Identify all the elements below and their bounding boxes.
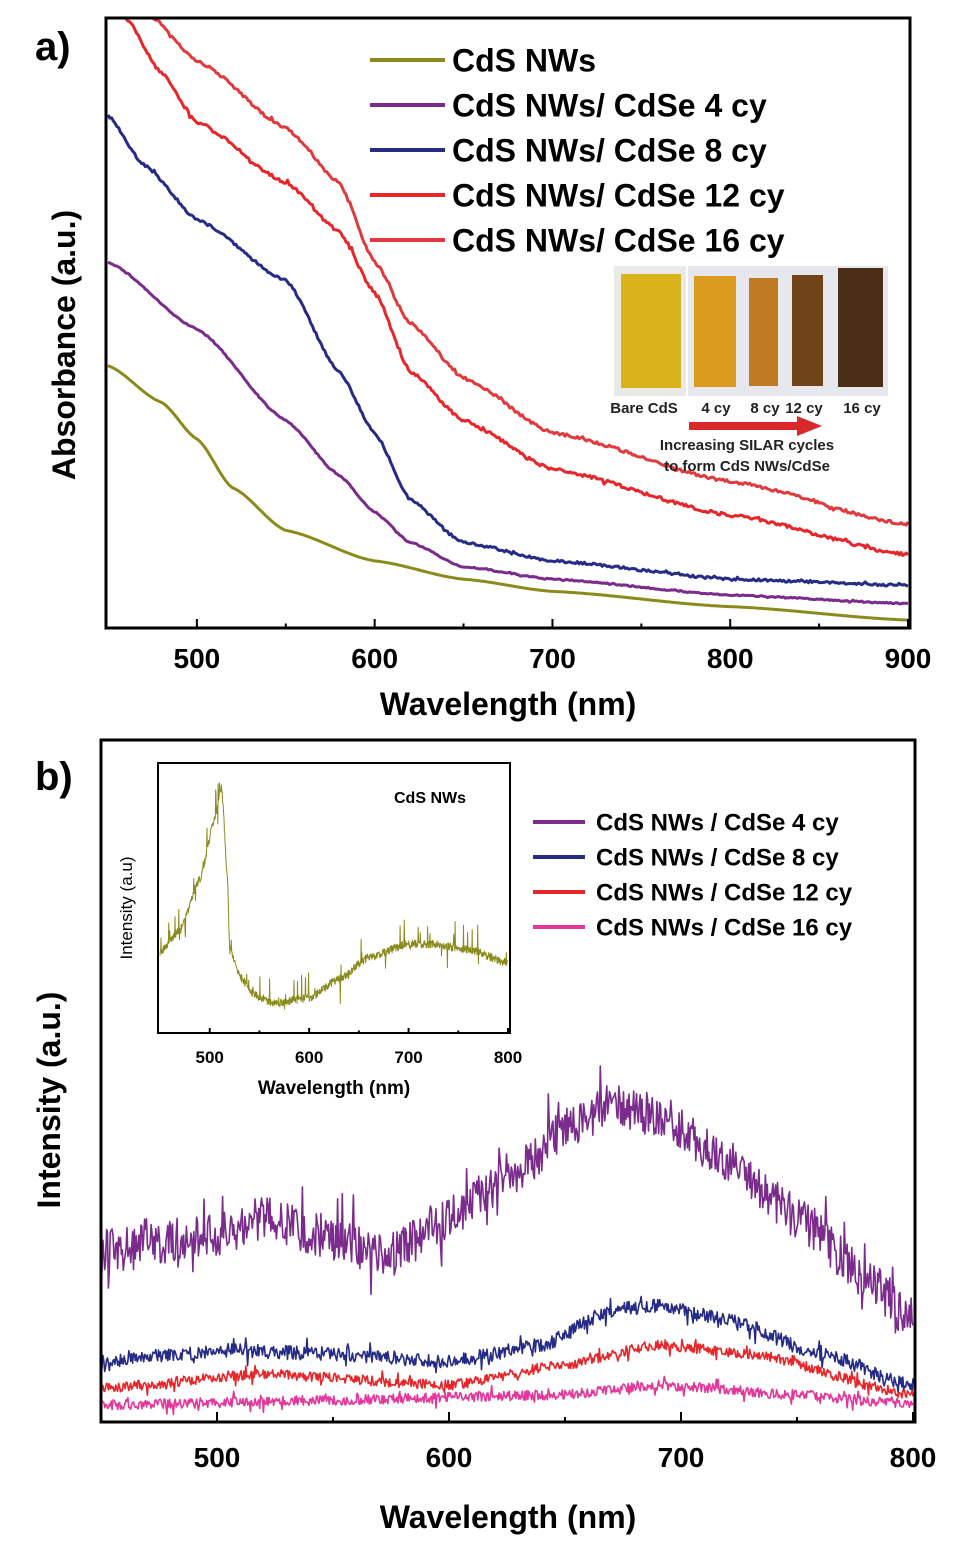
x-tick-label: 700 (394, 1048, 422, 1067)
series-line-1 (100, 1295, 914, 1394)
inset-curve (159, 782, 508, 1010)
legend-label: CdS NWs/ CdSe 12 cy (452, 178, 785, 214)
sample-strip (792, 275, 823, 386)
legend-label: CdS NWs / CdSe 12 cy (596, 880, 853, 907)
legend-item: CdS NWs / CdSe 12 cy (533, 880, 853, 907)
series-line-3 (100, 1375, 914, 1416)
legend-label: CdS NWs / CdSe 8 cy (596, 845, 839, 872)
legend-label: CdS NWs/ CdSe 16 cy (452, 223, 785, 259)
legend-item: CdS NWs/ CdSe 4 cy (370, 88, 767, 124)
panel-a-frame (104, 16, 912, 630)
series-line-2 (100, 1338, 914, 1399)
x-tick-label: 600 (351, 643, 398, 674)
sample-strip (621, 274, 681, 388)
legend-label: CdS NWs (452, 43, 596, 79)
sample-strip (838, 268, 883, 387)
x-tick-label: 600 (295, 1048, 323, 1067)
silar-arrow-shaft (689, 422, 799, 430)
sample-label: 4 cy (701, 400, 731, 417)
legend-item: CdS NWs/ CdSe 12 cy (370, 178, 785, 214)
legend-item: CdS NWs / CdSe 8 cy (533, 845, 839, 872)
panel-a-y-label: Absorbance (a.u.) (46, 210, 82, 480)
legend-label: CdS NWs/ CdSe 4 cy (452, 88, 767, 124)
x-tick-label: 500 (194, 1442, 241, 1473)
legend-label: CdS NWs/ CdSe 8 cy (452, 133, 767, 169)
series-line-0 (107, 364, 909, 622)
x-tick-label: 700 (529, 643, 576, 674)
inset-x-label: Wavelength (nm) (258, 1078, 410, 1099)
panel-b-label: b) (35, 755, 73, 799)
panel-b-x-label: Wavelength (nm) (380, 1499, 637, 1535)
panel-b-curves (100, 1065, 914, 1416)
x-tick-label: 800 (890, 1442, 937, 1473)
inset-y-label: Intensity (a.u) (117, 857, 136, 960)
x-tick-label: 900 (885, 643, 932, 674)
sample-label: Bare CdS (610, 400, 678, 417)
panel-b-frame (99, 738, 917, 1424)
sample-label: 8 cy (750, 400, 780, 417)
series-line-3 (124, 17, 910, 557)
legend-label: CdS NWs / CdSe 4 cy (596, 810, 839, 837)
x-tick-label: 700 (658, 1442, 705, 1473)
sample-strip (694, 276, 736, 387)
series-line-0 (100, 1065, 914, 1334)
inset-frame (157, 762, 511, 1034)
photo-caption-line-2: to form CdS NWs/CdSe (664, 458, 830, 475)
series-line-0 (159, 782, 508, 1010)
panel-a-x-ticks: 500 600 700 800 900 (174, 619, 932, 674)
inset-title: CdS NWs (394, 790, 466, 807)
panel-b-y-label: Intensity (a.u.) (31, 992, 67, 1209)
legend-item: CdS NWs / CdSe 16 cy (533, 915, 853, 942)
photo-caption-line-1: Increasing SILAR cycles (660, 437, 834, 454)
sample-label: 16 cy (843, 400, 881, 417)
panel-a-photo-inset: Bare CdS 4 cy 8 cy 12 cy 16 cy Increasing SI… (610, 266, 888, 475)
series-line-2 (106, 114, 909, 588)
panel-a-x-label: Wavelength (nm) (380, 686, 637, 722)
legend-label: CdS NWs / CdSe 16 cy (596, 915, 853, 942)
series-line-1 (107, 261, 909, 606)
legend-item: CdS NWs / CdSe 4 cy (533, 810, 839, 837)
silar-arrow-head (797, 416, 822, 436)
x-tick-label: 600 (426, 1442, 473, 1473)
x-tick-label: 500 (196, 1048, 224, 1067)
panel-a-curves (106, 16, 910, 622)
legend-item: CdS NWs/ CdSe 8 cy (370, 133, 767, 169)
sample-label: 12 cy (785, 400, 823, 417)
panel-b-legend: CdS NWs / CdSe 4 cy CdS NWs / CdSe 8 cy Cd… (533, 810, 853, 942)
x-tick-label: 500 (174, 643, 221, 674)
panel-a-label: a) (35, 25, 71, 69)
legend-item: CdS NWs (370, 43, 596, 79)
x-tick-label: 800 (707, 643, 754, 674)
x-tick-label: 800 (494, 1048, 522, 1067)
legend-item: CdS NWs/ CdSe 16 cy (370, 223, 785, 259)
inset-x-ticks: 500 600 700 800 (196, 1028, 522, 1067)
panel-a-legend: CdS NWs CdS NWs/ CdSe 4 cy CdS NWs/ CdSe 8… (370, 43, 785, 259)
series-line-4 (151, 16, 910, 527)
sample-strip (749, 278, 778, 386)
panel-b-x-ticks: 500 600 700 800 (194, 1412, 937, 1473)
